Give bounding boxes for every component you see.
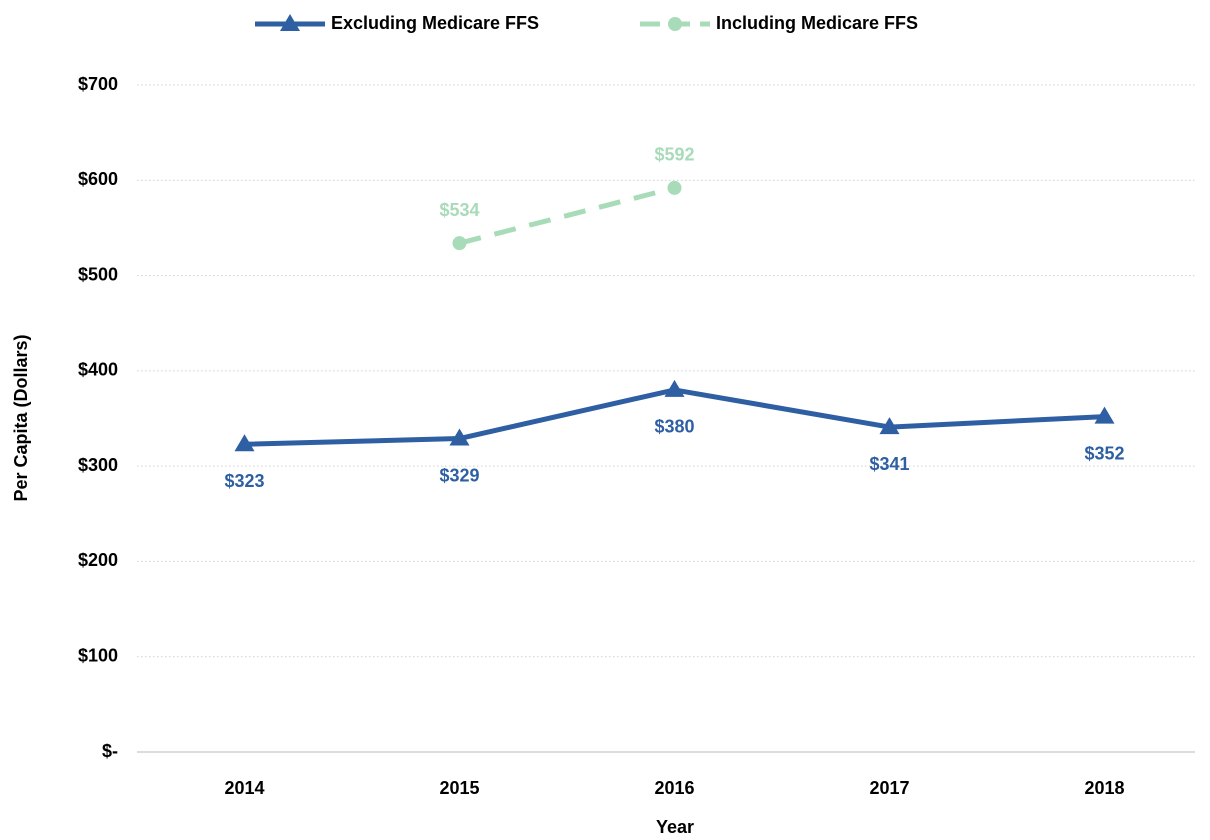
x-axis-label: Year bbox=[656, 817, 694, 837]
point-marker bbox=[1094, 406, 1115, 424]
x-tick-label: 2014 bbox=[224, 778, 264, 798]
data-label: $352 bbox=[1084, 443, 1124, 463]
point-marker bbox=[449, 428, 470, 446]
point-marker bbox=[667, 180, 682, 195]
data-label: $380 bbox=[654, 417, 694, 437]
x-tick-label: 2017 bbox=[869, 778, 909, 798]
x-tick-label: 2015 bbox=[439, 778, 479, 798]
data-label: $592 bbox=[654, 145, 694, 165]
y-tick-label: $- bbox=[102, 741, 118, 761]
legend-label: Including Medicare FFS bbox=[716, 13, 918, 33]
y-tick-label: $200 bbox=[78, 550, 118, 570]
y-tick-label: $300 bbox=[78, 455, 118, 475]
legend-label: Excluding Medicare FFS bbox=[331, 13, 539, 33]
y-tick-label: $100 bbox=[78, 645, 118, 665]
y-tick-label: $500 bbox=[78, 264, 118, 284]
x-tick-label: 2018 bbox=[1084, 778, 1124, 798]
data-label: $323 bbox=[224, 471, 264, 491]
legend-marker bbox=[668, 17, 682, 31]
point-marker bbox=[879, 417, 900, 435]
y-tick-label: $600 bbox=[78, 169, 118, 189]
data-label: $341 bbox=[869, 454, 909, 474]
point-marker bbox=[452, 236, 467, 251]
data-label: $329 bbox=[439, 465, 479, 485]
y-tick-label: $700 bbox=[78, 74, 118, 94]
data-label: $534 bbox=[439, 200, 479, 220]
y-tick-label: $400 bbox=[78, 360, 118, 380]
series-line bbox=[458, 185, 676, 246]
x-tick-label: 2016 bbox=[654, 778, 694, 798]
legend-marker bbox=[280, 14, 300, 31]
point-marker bbox=[234, 434, 255, 452]
point-marker bbox=[664, 379, 685, 397]
y-axis-label: Per Capita (Dollars) bbox=[11, 334, 31, 501]
